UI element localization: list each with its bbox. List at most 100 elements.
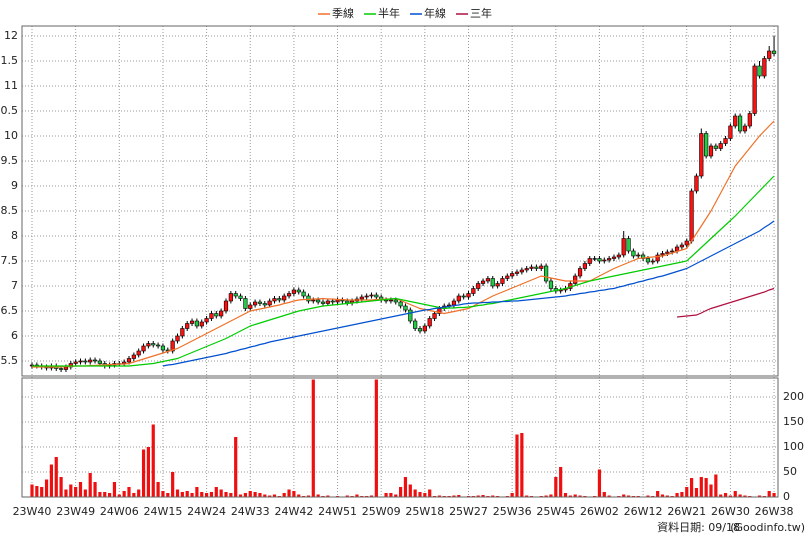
volume-bar — [122, 491, 126, 497]
volume-bar — [719, 494, 723, 497]
volume-bar — [253, 492, 257, 497]
volume-bar — [714, 474, 718, 497]
candle-body — [602, 259, 607, 262]
volume-bar — [510, 493, 514, 497]
candle-body — [146, 343, 151, 347]
y-tick-label: 100 — [783, 440, 804, 453]
candle-body — [204, 318, 209, 323]
candle-body — [573, 275, 578, 284]
y-tick-label: 7.5 — [1, 254, 19, 267]
legend-label: 季線 — [332, 6, 354, 20]
volume-bar — [59, 477, 63, 497]
volume-bar — [743, 495, 747, 497]
candle-body — [296, 289, 301, 293]
volume-bar — [190, 493, 194, 497]
candle-body — [631, 250, 636, 257]
candle-body — [335, 299, 340, 303]
candle-body — [747, 113, 752, 127]
ma-line — [32, 120, 775, 368]
volume-bar — [622, 494, 626, 497]
volume-bar — [69, 484, 73, 497]
candle-body — [485, 278, 491, 282]
candle-body — [306, 295, 311, 302]
y-tick-label: 9 — [11, 179, 18, 192]
volume-bar — [704, 478, 708, 497]
y-tick-label: 12 — [4, 29, 18, 42]
volume-bar — [728, 495, 732, 497]
candle-body — [267, 300, 272, 306]
candle-body — [626, 238, 631, 252]
candle-body — [543, 265, 549, 282]
candle-body — [679, 244, 684, 248]
volume-bar — [35, 486, 39, 497]
candle-body — [73, 361, 78, 364]
candle-body — [417, 328, 423, 332]
candle-body — [393, 299, 398, 303]
x-tick-label: 26W38 — [755, 505, 794, 518]
candle-body — [325, 300, 330, 304]
candle-body — [645, 258, 651, 263]
candle-body — [636, 254, 641, 257]
x-tick-label: 24W24 — [187, 505, 226, 518]
candle-body — [505, 275, 510, 279]
plot-frame — [21, 25, 779, 377]
candle-body — [403, 305, 408, 311]
volume-bar — [263, 494, 267, 497]
volume-bar — [54, 457, 58, 497]
volume-bar — [229, 493, 233, 497]
volume-bar — [214, 487, 218, 497]
x-tick-label: 23W49 — [56, 505, 95, 518]
x-tick-label: 23W40 — [13, 505, 52, 518]
candle-body — [456, 295, 461, 302]
x-tick-label: 25W45 — [536, 505, 575, 518]
volume-bar — [578, 495, 582, 497]
volume-bar — [108, 493, 112, 497]
candle-body — [742, 125, 748, 132]
candle-body — [374, 294, 379, 298]
volume-bar — [88, 473, 92, 497]
volume-bar — [428, 489, 432, 497]
volume-bar — [74, 487, 78, 497]
legend-label: 年線 — [424, 6, 446, 20]
volume-bar — [64, 489, 68, 497]
candle-body — [316, 299, 321, 303]
candle-body — [723, 138, 728, 144]
x-tick-label: 24W42 — [274, 505, 313, 518]
volume-bar — [699, 477, 703, 497]
candle-body — [762, 58, 767, 77]
candle-body — [131, 354, 136, 359]
y-tick-label: 50 — [783, 465, 797, 478]
volume-bar — [457, 495, 461, 497]
candle-body — [345, 300, 350, 304]
volume-bar — [568, 495, 572, 497]
candle-body — [665, 251, 670, 254]
x-tick-label: 25W09 — [362, 505, 401, 518]
candle-body — [519, 269, 524, 273]
volume-bar — [146, 447, 150, 497]
candle-body — [655, 254, 660, 262]
volume-bar — [413, 489, 417, 497]
candle-body — [708, 145, 714, 157]
candle-body — [253, 301, 258, 306]
footer-date: 資料日期: 09/18 — [657, 520, 740, 534]
candle-body — [767, 50, 772, 59]
volume-bar — [544, 495, 548, 497]
candle-body — [199, 321, 204, 327]
candle-body — [490, 278, 495, 287]
candle-body — [466, 293, 471, 298]
candle-body — [461, 295, 466, 298]
candle-body — [272, 298, 277, 302]
candle-body — [660, 253, 665, 256]
volume-bar — [607, 495, 611, 497]
candle-body — [611, 256, 617, 259]
candle-body — [156, 344, 161, 347]
volume-bar — [49, 464, 53, 497]
y-tick-label: 5.5 — [1, 354, 19, 367]
volume-bar — [93, 482, 97, 497]
x-tick-label: 26W12 — [624, 505, 663, 518]
volume-bar — [171, 472, 175, 497]
ma-line — [676, 287, 775, 318]
volume-bar — [345, 495, 349, 497]
candle-body — [524, 268, 529, 271]
